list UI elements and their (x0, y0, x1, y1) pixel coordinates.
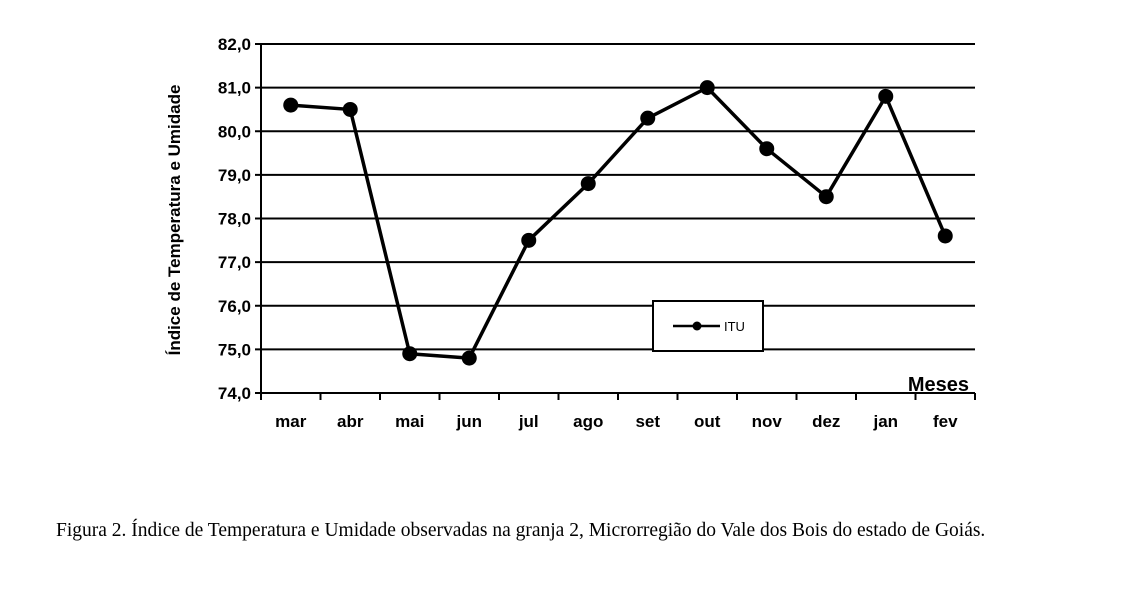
y-tick-label: 75,0 (218, 340, 251, 359)
series-line (290, 85, 947, 360)
x-tick-labels: mar abr mai jun jul ago set out nov dez jan fev (275, 412, 958, 431)
x-tick-label: jan (872, 412, 898, 431)
y-tick-label: 81,0 (218, 79, 251, 98)
x-tick-label: nov (752, 412, 783, 431)
x-tick-label: mar (275, 412, 307, 431)
x-tick-label: jun (456, 412, 483, 431)
data-point (818, 189, 834, 205)
x-tick-label: set (635, 412, 660, 431)
grid-lines (255, 43, 976, 400)
y-tick-label: 74,0 (218, 384, 251, 403)
data-point (402, 346, 418, 362)
data-point (283, 97, 299, 113)
data-point (937, 228, 953, 244)
y-axis-label: Índice de Temperatura e Umidade (165, 85, 184, 356)
legend: ITU (652, 300, 764, 352)
x-tick-label: mai (395, 412, 424, 431)
legend-marker (692, 321, 702, 331)
x-axis-label: Meses (908, 374, 969, 396)
y-tick-label: 82,0 (218, 35, 251, 54)
data-point (521, 232, 537, 248)
data-point (461, 350, 477, 366)
data-point (640, 110, 656, 126)
data-point (699, 80, 715, 96)
x-tick-label: out (694, 412, 721, 431)
itu-line-chart: 74,0 75,0 76,0 77,0 78,0 79,0 80,0 81,0 82,0 mar… (165, 35, 976, 431)
data-point (759, 141, 775, 157)
x-tick-label: abr (337, 412, 364, 431)
figure-caption: Figura 2. Índice de Temperatura e Umidad… (56, 520, 986, 541)
x-tick-label: jul (518, 412, 539, 431)
y-tick-labels: 74,0 75,0 76,0 77,0 78,0 79,0 80,0 81,0 82,0 (218, 35, 251, 403)
y-tick-label: 76,0 (218, 297, 251, 316)
legend-label-itu: ITU (724, 319, 745, 334)
x-tick-label: dez (812, 412, 840, 431)
x-tick-label: fev (933, 412, 958, 431)
data-point (580, 176, 596, 192)
y-tick-label: 80,0 (218, 122, 251, 141)
y-tick-label: 78,0 (218, 210, 251, 229)
series-itu (283, 80, 953, 366)
y-tick-label: 79,0 (218, 166, 251, 185)
data-point (342, 101, 358, 117)
x-tick-label: ago (573, 412, 603, 431)
data-point (878, 88, 894, 104)
y-tick-label: 77,0 (218, 253, 251, 272)
